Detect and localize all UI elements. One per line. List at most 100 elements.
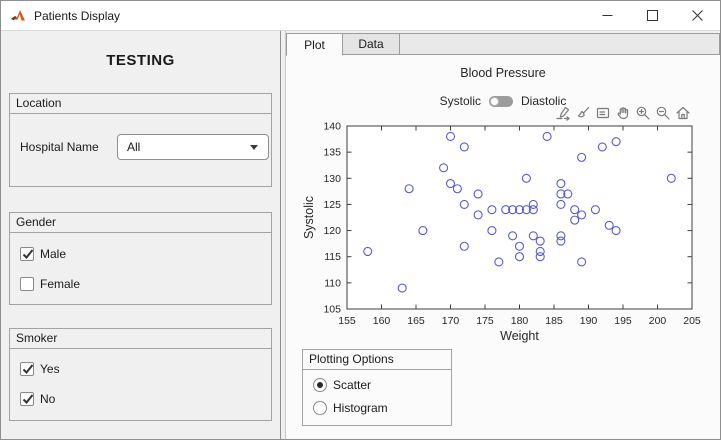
x-tick-label: 155 [338, 315, 356, 327]
plotting-options-panel: Plotting Options Scatter Histogram [302, 349, 452, 426]
histogram-radio[interactable] [313, 401, 327, 415]
switch-knob[interactable] [489, 96, 499, 106]
smoker-no-label: No [40, 392, 56, 406]
scatter-radio-label: Scatter [333, 378, 372, 392]
data-point [556, 189, 566, 199]
data-point [459, 241, 469, 251]
data-point [556, 231, 566, 241]
tab-strip-filler [400, 33, 720, 55]
data-point [556, 199, 566, 209]
smoker-no-checkbox-row[interactable]: No [20, 392, 55, 406]
smoker-yes-checkbox[interactable] [20, 362, 34, 376]
axes-box[interactable] [346, 125, 693, 310]
data-point [563, 189, 573, 199]
data-point [611, 226, 621, 236]
male-checkbox[interactable] [20, 247, 34, 261]
window-title: Patients Display [34, 8, 121, 23]
sidebar-heading: TESTING [106, 52, 175, 69]
data-point [556, 178, 566, 189]
systolic-diastolic-switch[interactable] [488, 95, 513, 107]
tab-data[interactable]: Data [343, 33, 400, 55]
x-tick-label: 160 [373, 315, 391, 327]
female-checkbox[interactable] [20, 277, 34, 291]
histogram-radio-row[interactable]: Histogram [313, 401, 388, 415]
smoker-panel: Smoker Yes No [9, 328, 272, 421]
data-point [528, 199, 538, 209]
data-point [487, 226, 497, 236]
data-point [604, 220, 614, 230]
gender-panel-title: Gender [10, 213, 271, 233]
female-checkbox-label: Female [40, 277, 81, 291]
maximize-icon [647, 10, 658, 21]
data-point [611, 137, 621, 147]
data-point [363, 246, 373, 257]
location-panel: Location Hospital Name All [9, 93, 272, 187]
hospital-name-label: Hospital Name [20, 140, 99, 154]
zoom-in-icon[interactable] [634, 104, 651, 121]
scatter-radio[interactable] [313, 378, 327, 392]
data-point [570, 205, 580, 215]
y-tick-label: 110 [324, 277, 341, 289]
data-point [445, 178, 456, 189]
export-icon[interactable] [554, 104, 571, 121]
bp-switch-row: Systolic Diastolic [286, 94, 720, 108]
female-checkbox-row[interactable]: Female [20, 277, 80, 291]
data-point [404, 184, 414, 194]
data-point [494, 257, 504, 267]
x-tick-label: 165 [407, 315, 425, 327]
chevron-down-icon [250, 145, 258, 150]
control-sidebar: TESTING Location Hospital Name All Gende… [1, 31, 281, 439]
data-point [445, 131, 456, 142]
checkmark-icon [22, 249, 34, 259]
maximize-button[interactable] [630, 1, 675, 30]
data-point [542, 131, 552, 142]
data-point [556, 236, 566, 246]
datatips-icon[interactable] [594, 104, 611, 121]
home-icon[interactable] [674, 104, 691, 121]
data-point [508, 205, 518, 215]
x-tick-label: 180 [511, 315, 529, 327]
gender-panel: Gender Male Female [9, 212, 272, 305]
y-axis-label: Systolic [302, 196, 316, 239]
zoom-out-icon[interactable] [654, 104, 671, 121]
x-tick-label: 205 [683, 315, 701, 327]
data-point [521, 205, 531, 215]
smoker-panel-title: Smoker [10, 329, 271, 349]
scatter-plot[interactable]: 155 160 165 170 175 180 185 190 195 200 205 105 110 1… [286, 55, 720, 365]
x-axis-label: Weight [500, 329, 539, 343]
data-point [597, 142, 607, 152]
matlab-logo-icon [11, 9, 25, 20]
data-point [666, 173, 676, 183]
data-point [577, 152, 587, 162]
y-tick-label: 120 [323, 225, 341, 237]
hospital-name-dropdown[interactable]: All [117, 134, 269, 160]
data-point [521, 173, 531, 183]
data-point [590, 205, 600, 215]
data-point [439, 163, 449, 173]
scatter-radio-row[interactable]: Scatter [313, 378, 371, 392]
data-point [577, 210, 587, 220]
smoker-no-checkbox[interactable] [20, 392, 34, 406]
minimize-icon [602, 15, 613, 16]
plotting-options-title: Plotting Options [303, 350, 451, 370]
smoker-yes-checkbox-row[interactable]: Yes [20, 362, 60, 376]
y-tick-label: 130 [323, 173, 341, 185]
data-point [508, 231, 518, 241]
y-tick-label: 125 [323, 199, 341, 211]
switch-left-label: Systolic [439, 94, 481, 108]
y-tick-label: 115 [324, 251, 341, 263]
close-button[interactable] [675, 1, 720, 30]
tab-plot[interactable]: Plot [286, 33, 343, 56]
brush-icon[interactable] [574, 104, 591, 121]
y-tick-label: 105 [323, 304, 341, 316]
data-point [473, 189, 483, 199]
hospital-name-value: All [127, 140, 141, 154]
male-checkbox-row[interactable]: Male [20, 247, 66, 261]
pan-icon[interactable] [614, 104, 631, 121]
axes-toolbar [554, 104, 691, 121]
minimize-button[interactable] [585, 1, 630, 30]
data-point [535, 236, 545, 246]
data-point [570, 215, 580, 225]
data-point [514, 205, 525, 215]
